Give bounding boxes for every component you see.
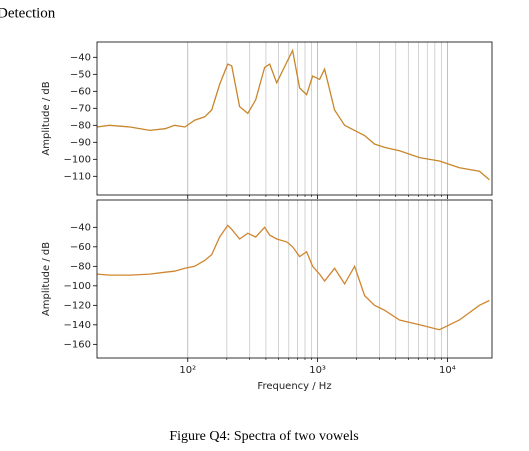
plot-frame <box>96 199 493 359</box>
y-tick-label: −110 <box>64 171 91 182</box>
y-tick-label: −140 <box>64 320 91 331</box>
y-tick-label: −90 <box>70 137 91 148</box>
y-tick-label: −80 <box>70 261 91 272</box>
plot-area <box>97 42 492 195</box>
header: Detection <box>0 5 56 21</box>
y-tick-label: −80 <box>70 120 91 131</box>
y-tick-label: −100 <box>64 154 91 165</box>
y-tick-label: −40 <box>70 52 91 63</box>
y-tick-label: −70 <box>70 103 91 114</box>
y-tick-label: −120 <box>64 300 91 311</box>
y-tick-label: −160 <box>64 339 91 350</box>
spectrum-line <box>96 48 490 181</box>
plot-frame <box>96 41 493 196</box>
y-tick-label: −40 <box>70 222 91 233</box>
plot-area <box>97 200 492 358</box>
y-axis-label: Amplitude / dB <box>41 81 52 155</box>
y-tick-label: −60 <box>70 242 91 253</box>
spectrum-line <box>96 224 490 331</box>
x-tick-label: 10³ <box>309 365 326 376</box>
x-axis-label: Frequency / Hz <box>257 381 331 392</box>
y-axis-label: Amplitude / dB <box>41 242 52 316</box>
y-tick-label: −60 <box>70 86 91 97</box>
x-tick-label: 10² <box>179 365 196 376</box>
x-tick-label: 10⁴ <box>439 365 456 376</box>
y-tick-label: −50 <box>70 69 91 80</box>
y-tick-label: −100 <box>64 281 91 292</box>
caption: Figure Q4: Spectra of two vowels <box>169 429 358 444</box>
